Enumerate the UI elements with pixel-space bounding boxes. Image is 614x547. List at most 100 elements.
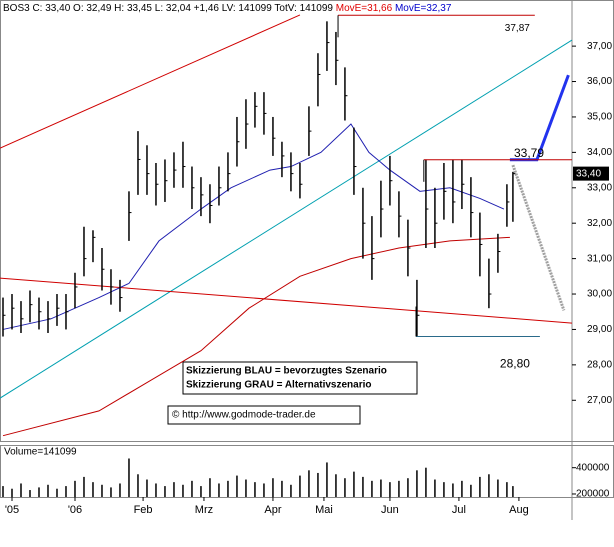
- y-tick-label: 35,00: [587, 112, 612, 123]
- moving-average: [2, 236, 510, 437]
- volume-bar: [47, 484, 49, 497]
- volume-bar: [137, 474, 139, 497]
- volume-bar: [245, 479, 247, 497]
- volume-bar: [416, 470, 418, 497]
- volume-bar: [272, 478, 274, 497]
- y-tick-label: 37,00: [587, 41, 612, 52]
- x-tick-label: Aug: [509, 504, 529, 516]
- x-tick-label: Apr: [264, 504, 281, 516]
- volume-bar: [389, 482, 391, 497]
- volume-bar: [101, 484, 103, 497]
- volume-bar: [308, 470, 310, 497]
- copyright-box: [167, 405, 361, 425]
- volume-bar: [182, 484, 184, 497]
- y-tick-label: 27,00: [587, 395, 612, 406]
- volume-bar: [83, 476, 85, 497]
- y-tick-label: 32,00: [587, 218, 612, 229]
- volume-bar: [164, 486, 166, 497]
- trend-line: [0, 14, 301, 149]
- volume-bar: [344, 478, 346, 497]
- volume-bar: [65, 486, 67, 497]
- volume-bar: [488, 474, 490, 497]
- trend-line: [511, 164, 566, 311]
- copyright: © http://www.godmode-trader.de: [172, 410, 316, 421]
- note: Skizzierung GRAU = Alternativszenario: [186, 380, 372, 391]
- x-tick-label: '05: [5, 504, 19, 516]
- y-tick-label: 30,00: [587, 289, 612, 300]
- volume-bar: [434, 479, 436, 497]
- x-tick-label: Feb: [134, 504, 153, 516]
- last-price-box: [573, 166, 609, 181]
- y-tick-label: 34,00: [587, 147, 612, 158]
- volume-bar: [317, 472, 319, 497]
- header-part: MovE=31,66: [336, 3, 393, 14]
- volume-bar: [398, 480, 400, 497]
- volume-bar: [74, 480, 76, 497]
- volume-bar: [353, 471, 355, 497]
- volume-bar: [281, 480, 283, 497]
- volume-bar: [155, 483, 157, 497]
- volume-bar: [497, 479, 499, 497]
- y-tick-label: 28,00: [587, 359, 612, 370]
- volume-bar: [452, 483, 454, 497]
- volume-bar: [20, 483, 22, 497]
- note: Skizzierung BLAU = bevorzugtes Szenario: [186, 366, 387, 377]
- volume-bar: [380, 479, 382, 497]
- volume-bar: [56, 488, 58, 497]
- volume-bar: [371, 480, 373, 497]
- x-tick-label: Mai: [315, 504, 333, 516]
- volume-bar: [335, 474, 337, 497]
- volume-bar: [38, 487, 40, 497]
- level-label: 28,80: [500, 357, 530, 371]
- y-tick-label: 29,00: [587, 324, 612, 335]
- volume-bar: [506, 482, 508, 497]
- trend-line: [0, 39, 573, 399]
- volume-bar: [362, 476, 364, 497]
- volume-bar: [470, 484, 472, 497]
- volume-bar: [209, 478, 211, 497]
- x-tick-label: Jul: [452, 504, 466, 516]
- header-part: MovE=32,37: [395, 3, 452, 14]
- header-part: BOS3 C: 33,40 O: 32,49 H: 33,45 L: 32,04…: [3, 3, 333, 14]
- volume-bar: [119, 483, 121, 497]
- y-tick-label: 31,00: [587, 253, 612, 264]
- volume-bar: [128, 458, 130, 497]
- volume-bar: [227, 480, 229, 497]
- volume-bar: [191, 480, 193, 497]
- trend-line: [0, 277, 573, 324]
- notes-box: [182, 361, 418, 395]
- volume-bar: [425, 467, 427, 497]
- volume-bar: [29, 490, 31, 497]
- volume-bar: [443, 482, 445, 497]
- last-price-label: 33,40: [576, 168, 601, 179]
- y-tick-label: 400000: [576, 462, 610, 473]
- volume-bar: [479, 476, 481, 497]
- volume-title: Volume=141099: [4, 447, 77, 458]
- level-label: 33,79: [514, 146, 544, 160]
- volume-bar: [290, 484, 292, 497]
- volume-bar: [299, 475, 301, 497]
- level-label: 37,87: [505, 23, 530, 34]
- volume-bar: [11, 488, 13, 497]
- x-tick-label: Jun: [381, 504, 399, 516]
- volume-bar: [236, 475, 238, 497]
- volume-bar: [461, 480, 463, 497]
- volume-bar: [110, 487, 112, 497]
- y-tick-label: 200000: [576, 489, 610, 500]
- volume-bar: [2, 486, 4, 497]
- x-tick-label: Mrz: [195, 504, 213, 516]
- volume-bar: [512, 486, 514, 497]
- x-tick-label: '06: [68, 504, 82, 516]
- volume-bar: [407, 478, 409, 497]
- volume-bar: [254, 482, 256, 497]
- volume-bar: [218, 483, 220, 497]
- volume-bar: [92, 482, 94, 497]
- volume-bar: [173, 482, 175, 497]
- volume-bar: [146, 479, 148, 497]
- volume-bar: [200, 486, 202, 497]
- header: BOS3 C: 33,40 O: 32,49 H: 33,45 L: 32,04…: [3, 3, 452, 14]
- y-tick-label: 36,00: [587, 76, 612, 87]
- volume-bar: [326, 462, 328, 497]
